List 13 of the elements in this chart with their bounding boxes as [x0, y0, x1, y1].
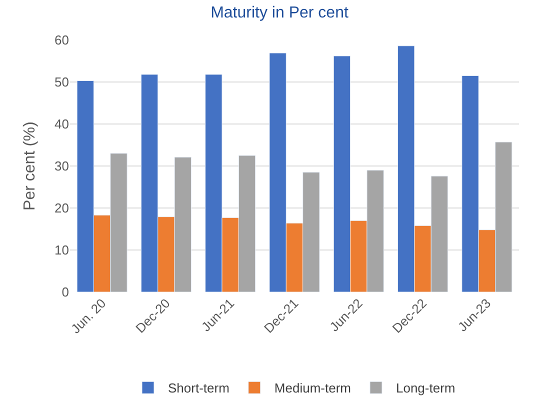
- x-tick-label: Jun. 20: [68, 296, 109, 336]
- y-tick-label: 30: [54, 158, 69, 174]
- y-tick-label: 40: [54, 116, 69, 132]
- legend-label: Long-term: [396, 380, 456, 396]
- y-tick-label: 0: [62, 284, 69, 300]
- chart-title: Maturity in Per cent: [210, 4, 349, 22]
- legend-label: Short-term: [168, 380, 230, 396]
- y-tick-label: 60: [54, 32, 69, 48]
- y-tick-label: 10: [54, 242, 69, 258]
- y-tick-label: 20: [54, 200, 69, 216]
- y-axis-title: Per cent (%): [21, 122, 38, 210]
- y-tick-label: 50: [54, 74, 69, 90]
- legend-label: Medium-term: [274, 380, 351, 396]
